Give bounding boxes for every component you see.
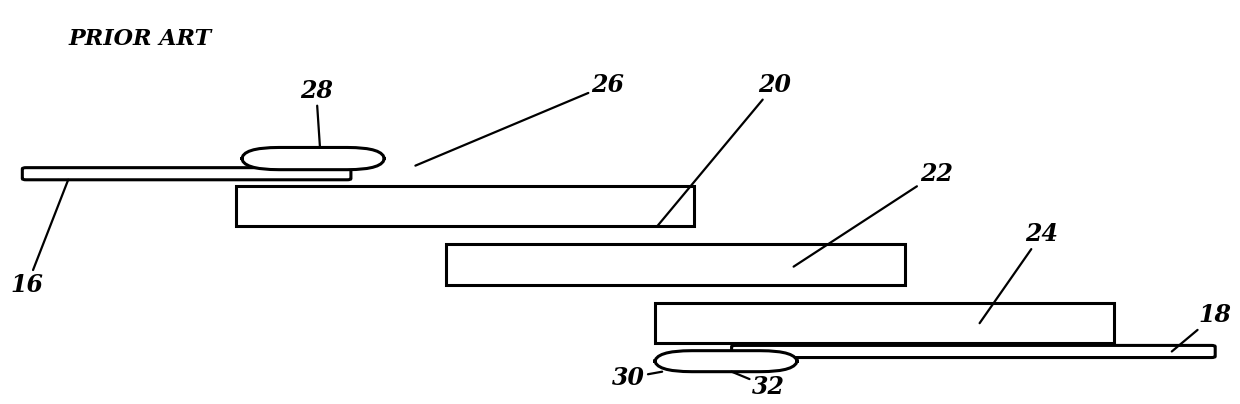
Bar <box>655 303 1114 343</box>
Text: 16: 16 <box>11 180 68 297</box>
Text: 22: 22 <box>794 162 952 267</box>
Bar <box>446 244 905 285</box>
FancyBboxPatch shape <box>22 168 351 180</box>
Bar <box>236 186 694 226</box>
Text: 32: 32 <box>732 372 785 399</box>
Text: 24: 24 <box>980 222 1058 323</box>
FancyBboxPatch shape <box>242 147 384 170</box>
Text: 20: 20 <box>657 73 791 226</box>
Text: 18: 18 <box>1172 303 1231 351</box>
FancyBboxPatch shape <box>655 351 797 372</box>
Text: PRIOR ART: PRIOR ART <box>68 28 211 50</box>
FancyBboxPatch shape <box>732 345 1215 358</box>
Text: 28: 28 <box>300 79 332 147</box>
Text: 30: 30 <box>613 366 662 390</box>
Text: 26: 26 <box>415 73 624 166</box>
